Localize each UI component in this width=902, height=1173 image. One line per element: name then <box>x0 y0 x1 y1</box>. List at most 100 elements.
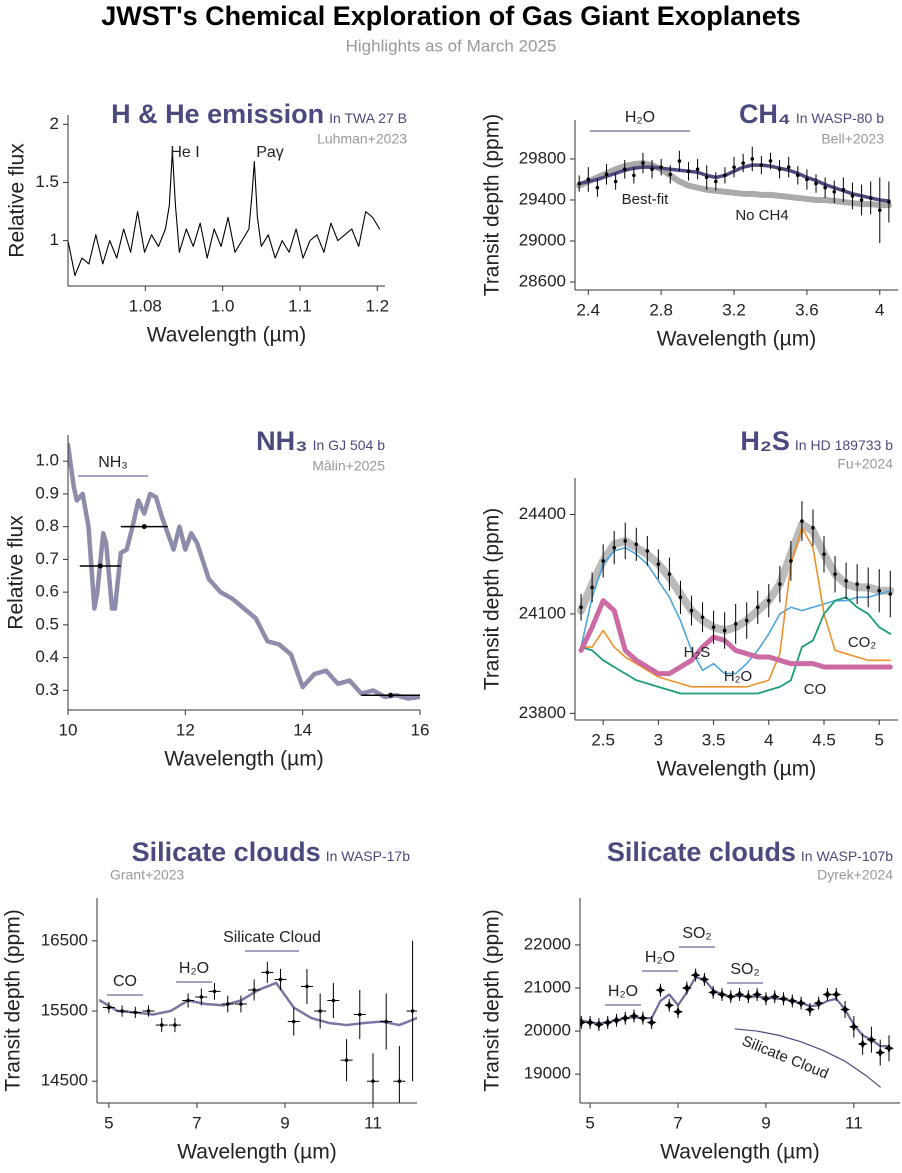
x-tick-label: 1.08 <box>129 296 162 315</box>
marker <box>595 185 600 190</box>
marker <box>840 1004 851 1015</box>
marker <box>850 194 855 198</box>
marker <box>107 1005 111 1010</box>
plot-area <box>68 150 381 277</box>
marker <box>646 1017 657 1028</box>
marker <box>159 1023 164 1027</box>
panel-header: NH₃ In GJ 504 b <box>256 426 385 456</box>
x-tick-label: 11 <box>364 1113 382 1132</box>
x-tick-label: 3.6 <box>795 300 819 319</box>
marker <box>832 189 837 194</box>
figure-title: JWST's Chemical Exploration of Gas Giant… <box>101 1 801 31</box>
marker <box>141 524 147 530</box>
panel-target: In WASP-17b <box>326 848 411 864</box>
x-axis-label: Wavelength (µm) <box>164 748 324 771</box>
series-label: H₂S <box>684 644 711 661</box>
marker <box>384 1019 388 1024</box>
x-tick-label: 3.5 <box>702 730 726 749</box>
marker <box>708 987 719 998</box>
annotation: SO₂ <box>730 961 759 978</box>
marker <box>579 605 583 610</box>
series-line <box>580 596 892 695</box>
marker <box>822 989 833 1000</box>
marker <box>97 563 103 569</box>
x-axis-label: Wavelength (µm) <box>147 324 307 347</box>
x-tick-label: 9 <box>280 1113 289 1132</box>
marker <box>212 989 217 994</box>
marker <box>291 1019 296 1024</box>
x-tick-label: 7 <box>192 1113 201 1132</box>
marker <box>877 208 882 213</box>
marker <box>796 998 807 1009</box>
marker <box>629 1011 640 1022</box>
series-label: CO <box>804 681 827 698</box>
marker <box>857 1038 868 1049</box>
marker <box>681 983 692 994</box>
marker <box>814 181 818 186</box>
x-tick-label: 3 <box>654 730 663 749</box>
panel-header: H & He emission In TWA 27 B <box>111 99 407 129</box>
marker <box>786 165 791 169</box>
marker <box>699 974 710 985</box>
marker <box>859 198 864 202</box>
x-axis-label: Wavelength (µm) <box>660 1141 820 1164</box>
marker <box>318 1009 322 1013</box>
marker <box>641 161 645 165</box>
marker <box>397 1079 402 1084</box>
y-tick-label: 19000 <box>524 1064 571 1083</box>
y-tick-label: 1.5 <box>35 172 59 191</box>
panel-reference: Bell+2023 <box>821 131 884 147</box>
marker <box>866 1034 877 1045</box>
y-tick-label: 0.4 <box>35 647 59 666</box>
marker <box>632 173 636 178</box>
marker <box>620 1013 631 1024</box>
y-tick-label: 0.6 <box>35 582 59 601</box>
annotation: He I <box>170 144 199 161</box>
marker <box>410 1009 415 1013</box>
x-tick-label: 3.2 <box>722 300 746 319</box>
marker <box>655 985 666 996</box>
marker <box>622 167 627 172</box>
series-line <box>580 526 892 688</box>
y-axis-label: Transit depth (ppm) <box>481 114 504 296</box>
marker <box>695 167 700 172</box>
y-tick-label: 24100 <box>519 603 566 622</box>
series-line <box>68 442 420 701</box>
marker <box>580 1017 587 1028</box>
marker <box>645 549 650 553</box>
marker <box>331 998 336 1003</box>
y-tick-label: 24400 <box>519 504 566 523</box>
marker <box>611 1015 622 1026</box>
y-axis-label: Relative flux <box>6 143 29 258</box>
marker <box>755 605 760 610</box>
marker <box>875 1047 886 1058</box>
panel-target: In HD 189733 b <box>795 437 893 453</box>
marker <box>777 167 782 172</box>
marker <box>601 559 605 563</box>
y-tick-label: 14500 <box>41 1071 88 1090</box>
marker <box>120 1009 124 1013</box>
marker <box>841 187 846 192</box>
y-tick-label: 20000 <box>524 1021 571 1040</box>
x-tick-label: 12 <box>176 720 195 739</box>
marker <box>689 608 694 613</box>
marker <box>767 598 771 603</box>
marker <box>877 588 882 593</box>
y-axis-label: Relative flux <box>5 515 28 630</box>
marker <box>813 998 824 1009</box>
annotation: CO <box>113 973 137 990</box>
marker <box>805 177 809 182</box>
marker <box>760 993 771 1004</box>
panel-header: H₂S In HD 189733 b <box>740 426 893 456</box>
marker <box>844 578 848 583</box>
marker <box>733 622 738 626</box>
series-label: No CH4 <box>735 207 788 224</box>
y-tick-label: 0.7 <box>35 549 59 568</box>
y-tick-label: 1 <box>50 230 59 249</box>
marker <box>690 970 701 981</box>
series-line <box>576 160 892 209</box>
marker <box>831 989 842 1000</box>
marker <box>716 989 727 1000</box>
panel-reference: Fu+2024 <box>837 456 893 472</box>
panel-target: In WASP-80 b <box>796 110 884 126</box>
